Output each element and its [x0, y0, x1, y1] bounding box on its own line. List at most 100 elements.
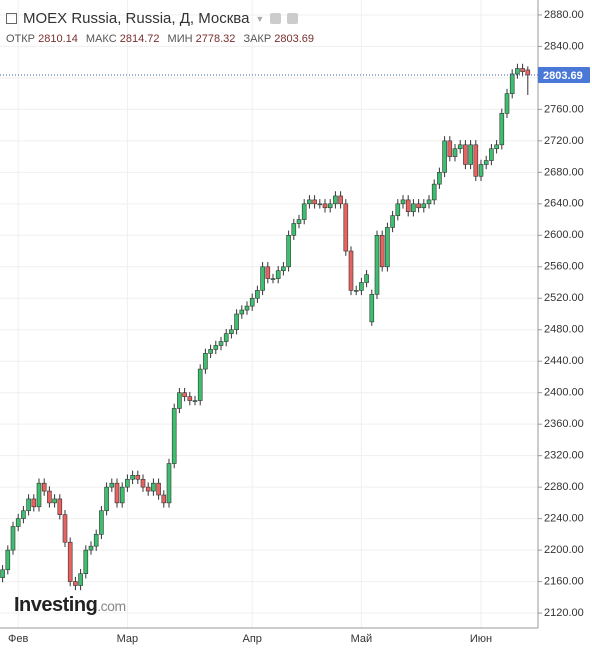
- candle-body: [5, 549, 11, 571]
- candle-body: [10, 526, 16, 551]
- ohlc-value: 2814.72: [119, 33, 160, 45]
- candle-body: [177, 392, 182, 409]
- title-row: MOEX Russia, Russia, Д, Москва ▼: [6, 10, 319, 27]
- candle-body: [171, 408, 177, 464]
- candle-body: [21, 510, 26, 519]
- candle-body: [130, 475, 135, 480]
- candle-body: [125, 478, 130, 488]
- candle-body: [426, 199, 432, 205]
- candle-body: [203, 353, 208, 370]
- candle-body: [499, 113, 505, 146]
- ohlc-value: 2778.32: [195, 33, 236, 45]
- last-price-label: 2803.69: [543, 70, 583, 82]
- ohlc-label: ОТКР: [6, 33, 36, 45]
- candle-body: [255, 290, 260, 299]
- candle-body: [307, 199, 312, 205]
- candle-body: [442, 140, 447, 173]
- y-tick-label: 2440.00: [544, 355, 584, 367]
- candle-body: [411, 203, 416, 212]
- x-tick-label: Май: [351, 633, 373, 645]
- candle-body: [431, 183, 437, 201]
- candle-body: [62, 514, 68, 543]
- candle-body: [504, 93, 510, 114]
- y-tick-label: 2400.00: [544, 387, 584, 399]
- candle-body: [182, 392, 187, 397]
- candle-body: [374, 235, 380, 295]
- dropdown-arrow[interactable]: ▼: [255, 13, 265, 24]
- y-tick-label: 2360.00: [544, 418, 584, 430]
- candle-body: [322, 203, 328, 209]
- candle-body: [296, 219, 302, 224]
- candle-body: [385, 227, 390, 268]
- candle-body: [83, 549, 89, 574]
- candle-body: [270, 278, 276, 280]
- candle-body: [52, 498, 57, 504]
- last-price-tag: [538, 67, 590, 84]
- ohlc-value: 2803.69: [274, 33, 315, 45]
- x-tick-label: Фев: [8, 633, 28, 645]
- candle-body: [218, 341, 224, 346]
- candle-body: [416, 203, 421, 209]
- visibility-icon[interactable]: [270, 13, 282, 24]
- ohlc-legend: ОТКР 2810.14 МАКС 2814.72 МИН 2778.32 ЗА…: [6, 33, 319, 45]
- candle-body: [478, 164, 484, 177]
- candle-body: [47, 490, 52, 504]
- settings-icon[interactable]: [287, 13, 299, 24]
- candle-body: [437, 172, 442, 185]
- candle-body: [343, 203, 349, 252]
- candle-body: [244, 305, 250, 311]
- candle-body: [57, 498, 63, 515]
- candle-body: [229, 329, 234, 334]
- candle-body: [395, 203, 401, 216]
- candle-body: [104, 486, 109, 512]
- y-tick-label: 2560.00: [544, 261, 584, 273]
- candle-body: [463, 144, 468, 165]
- y-tick-label: 2880.00: [544, 9, 584, 21]
- candle-body: [364, 274, 369, 283]
- candle-body: [452, 148, 458, 157]
- ohlc-label: МАКС: [85, 33, 117, 45]
- candle-body: [515, 68, 520, 75]
- y-tick-label: 2600.00: [544, 229, 584, 241]
- chart-header: MOEX Russia, Russia, Д, Москва ▼ ОТКР 28…: [6, 10, 319, 45]
- candle-body: [31, 498, 37, 508]
- y-tick-label: 2680.00: [544, 166, 584, 178]
- ohlc-value: 2810.14: [38, 33, 78, 45]
- candle-body: [327, 203, 333, 209]
- candle-body: [161, 494, 167, 504]
- candle-body: [67, 541, 73, 582]
- candle-body: [317, 203, 323, 206]
- candle-body: [73, 581, 78, 586]
- candle-body: [78, 573, 83, 586]
- candle-body: [348, 250, 354, 291]
- y-tick-label: 2240.00: [544, 513, 584, 525]
- candle-body: [447, 140, 453, 157]
- x-tick-label: Апр: [242, 633, 261, 645]
- y-tick-label: 2720.00: [544, 135, 584, 147]
- candle-body: [109, 482, 115, 488]
- candle-body: [457, 144, 463, 150]
- x-tick-label: Мар: [117, 633, 139, 645]
- candle-body: [234, 313, 239, 331]
- ohlc-label: ЗАКР: [243, 33, 272, 45]
- candle-body: [26, 498, 31, 512]
- y-tick-label: 2760.00: [544, 103, 584, 115]
- candle-body: [359, 282, 364, 291]
- candle-body: [166, 463, 172, 504]
- candle-body: [281, 266, 286, 272]
- candle-body: [0, 569, 5, 578]
- candle-body: [400, 199, 406, 205]
- candle-body: [119, 486, 125, 504]
- candle-body: [301, 203, 307, 220]
- candle-body: [405, 199, 411, 212]
- collapse-icon[interactable]: [6, 13, 17, 24]
- watermark: Investing.com: [14, 594, 126, 617]
- y-tick-label: 2120.00: [544, 607, 584, 619]
- candle-body: [88, 545, 94, 551]
- y-tick-label: 2520.00: [544, 292, 584, 304]
- candle-body: [151, 482, 156, 492]
- candle-body: [265, 266, 271, 279]
- y-tick-label: 2280.00: [544, 481, 584, 493]
